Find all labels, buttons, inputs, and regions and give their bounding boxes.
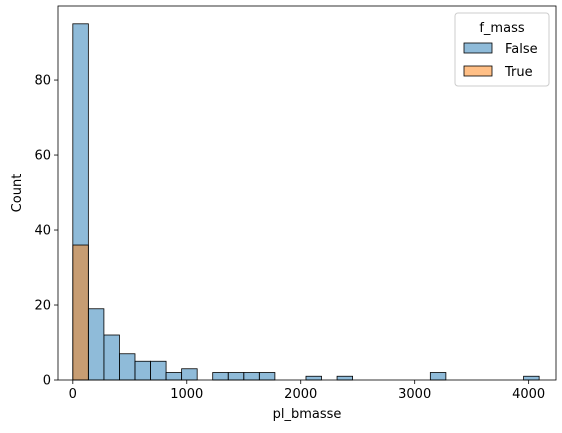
x-tick-label: 1000	[170, 387, 203, 402]
legend-label-false: False	[505, 42, 538, 57]
y-tick-label: 40	[34, 224, 51, 239]
bar-false-4	[134, 360, 151, 381]
bar-false-2	[103, 334, 120, 381]
legend-title: f_mass	[479, 21, 524, 36]
bar-false-11	[243, 372, 260, 381]
x-tick-label: 4000	[512, 387, 545, 402]
bar-false-1	[87, 308, 105, 381]
legend: f_mass False True	[454, 12, 550, 87]
x-axis-ticks: 0 1000 2000 3000 4000	[69, 380, 545, 402]
bar-true-0	[72, 244, 89, 381]
legend-swatch-false	[463, 42, 493, 54]
x-tick-label: 3000	[398, 387, 431, 402]
bar-false-9	[212, 372, 229, 381]
y-axis-ticks: 0 20 40 60 80	[34, 74, 58, 389]
bar-false-7	[181, 368, 198, 381]
y-axis-label: Count	[10, 174, 25, 213]
bar-false-29	[523, 375, 540, 381]
y-tick-label: 80	[34, 74, 51, 89]
bar-false-23	[429, 372, 447, 381]
plot-frame	[57, 5, 557, 381]
legend-label-true: True	[504, 65, 533, 80]
bar-false-10	[227, 372, 245, 381]
legend-swatch-true	[463, 65, 493, 77]
bar-false-3	[119, 353, 136, 381]
bar-false-15	[305, 375, 322, 381]
bar-false-12	[258, 372, 276, 381]
x-tick-label: 0	[69, 387, 77, 402]
bar-false-6	[165, 372, 183, 381]
y-tick-label: 20	[34, 299, 51, 314]
x-axis-label: pl_bmasse	[273, 407, 342, 422]
y-tick-label: 60	[34, 149, 51, 164]
y-tick-label: 0	[43, 374, 51, 389]
bar-false-5	[150, 360, 167, 381]
x-tick-label: 2000	[284, 387, 317, 402]
bar-false-17	[336, 375, 354, 381]
series-true-bars	[72, 244, 89, 381]
